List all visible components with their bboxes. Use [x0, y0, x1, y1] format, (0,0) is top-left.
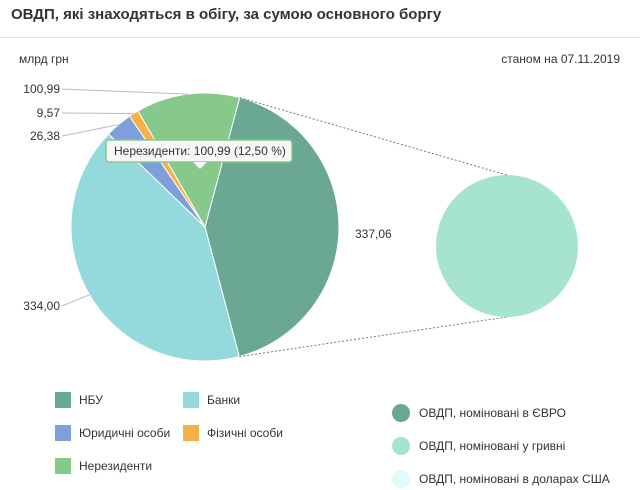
legend-swatch — [55, 392, 71, 408]
tooltip: Нерезиденти: 100,99 (12,50 %) — [105, 139, 293, 172]
legend-swatch — [183, 425, 199, 441]
legend-item-nbu[interactable]: НБУ — [55, 392, 103, 408]
legend-item-banks[interactable]: Банки — [183, 392, 240, 408]
data-label-nbu: 337,06 — [355, 227, 392, 241]
legend-label: НБУ — [79, 393, 103, 407]
data-label-2: 26,38 — [30, 129, 60, 143]
legend-item-uah-bonds[interactable]: ОВДП, номіновані у гривні — [392, 437, 565, 455]
legend-swatch — [183, 392, 199, 408]
unit-label: млрд грн — [19, 52, 69, 66]
tooltip-pointer — [191, 161, 209, 172]
legend-item-eur-bonds[interactable]: ОВДП, номіновані в ЄВРО — [392, 404, 566, 422]
leader-line-4 — [61, 88, 188, 95]
leader-line-3 — [61, 112, 134, 115]
legend-swatch — [392, 404, 410, 422]
legend-label: Фізичні особи — [207, 426, 283, 440]
legend-item-individuals[interactable]: Фізичні особи — [183, 425, 283, 441]
chart-title: ОВДП, які знаходяться в обігу, за сумою … — [11, 6, 442, 23]
header-divider — [0, 37, 640, 38]
legend-swatch — [392, 470, 410, 488]
legend-swatch — [55, 458, 71, 474]
leader-line-2 — [61, 124, 119, 137]
tooltip-text: Нерезиденти: 100,99 (12,50 %) — [114, 144, 286, 158]
legend-item-nonresidents[interactable]: Нерезиденти — [55, 458, 152, 474]
legend-item-usd-bonds[interactable]: ОВДП, номіновані в доларах США — [392, 470, 610, 488]
data-label-4: 100,99 — [23, 82, 60, 96]
legend-label: ОВДП, номіновані у гривні — [419, 439, 566, 453]
legend-label: Нерезиденти — [79, 459, 153, 473]
drilldown-pie-slice[interactable] — [436, 175, 578, 317]
data-label-3: 9,57 — [37, 106, 61, 120]
legend-label: ОВДП, номіновані в ЄВРО — [419, 406, 566, 420]
drilldown-connector-bottom — [239, 316, 508, 358]
legend-swatch — [55, 425, 71, 441]
legend-label: ОВДП, номіновані в доларах США — [419, 472, 610, 486]
legend-swatch — [392, 437, 410, 455]
legend-label: Банки — [207, 393, 241, 407]
leader-line-banks — [61, 294, 90, 307]
pie-slice-1[interactable] — [70, 133, 240, 362]
date-label: станом на 07.11.2019 — [501, 52, 620, 66]
legend-item-legal-entities[interactable]: Юридичні особи — [55, 425, 170, 441]
legend-label: Юридичні особи — [79, 426, 171, 440]
data-label-banks: 334,00 — [23, 299, 60, 313]
